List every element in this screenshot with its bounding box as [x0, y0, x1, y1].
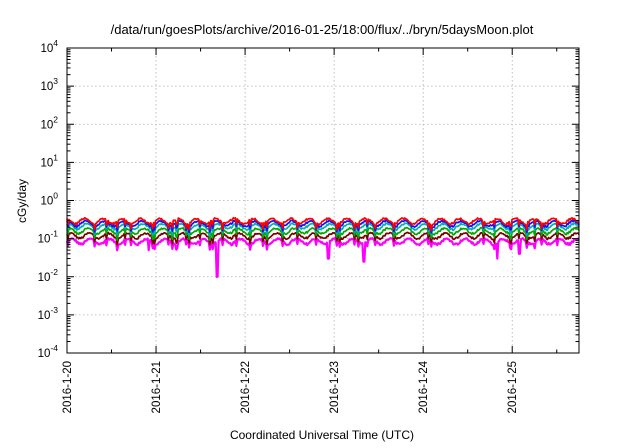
y-tick-base: 10 [40, 196, 53, 208]
y-tick-base: 10 [38, 272, 51, 284]
y-tick-base: 10 [40, 119, 53, 131]
y-tick-label: 10-4 [38, 343, 59, 360]
x-tick-label: 2016-1-21 [151, 361, 163, 413]
y-tick-label: 104 [40, 38, 58, 55]
y-tick-base: 10 [40, 81, 53, 93]
y-tick-label: 103 [40, 76, 58, 93]
series-line-3 [66, 222, 580, 237]
y-tick-exponent: 3 [53, 76, 58, 86]
series-line-2 [66, 226, 580, 242]
y-tick-base: 10 [38, 348, 51, 360]
y-tick-exponent: 1 [53, 152, 58, 162]
series-line-5 [66, 216, 580, 232]
x-axis: 2016-1-20 2016-1-21 2016-1-22 2016-1-23 2016… [62, 48, 558, 413]
x-tick-label: 2016-1-23 [329, 361, 341, 413]
x-axis-label: Coordinated Universal Time (UTC) [230, 428, 414, 442]
y-tick-base: 10 [38, 310, 51, 322]
y-axis-label: cGy/day [15, 179, 29, 223]
y-tick-base: 10 [40, 157, 53, 169]
y-tick-label: 10-3 [38, 305, 59, 322]
y-tick-exponent: -4 [50, 343, 58, 353]
x-tick-label: 2016-1-25 [507, 361, 519, 413]
series-line-1 [66, 231, 580, 246]
y-tick-exponent: 4 [53, 38, 58, 48]
x-tick-label: 2016-1-20 [62, 361, 74, 413]
plot-series [65, 216, 580, 278]
y-tick-exponent: 0 [53, 191, 58, 201]
y-tick-label: 10-1 [38, 229, 59, 246]
y-tick-exponent: 2 [53, 114, 58, 124]
y-tick-label: 101 [40, 152, 58, 169]
y-tick-base: 10 [38, 234, 51, 246]
y-tick-label: 10-2 [38, 267, 59, 284]
x-tick-label: 2016-1-22 [240, 361, 252, 413]
grid [67, 48, 579, 353]
series-line-0 [65, 237, 580, 278]
x-tick-label: 2016-1-24 [418, 360, 430, 413]
y-tick-exponent: -2 [50, 267, 58, 277]
y-tick-exponent: -3 [50, 305, 58, 315]
y-tick-base: 10 [40, 43, 53, 55]
y-tick-label: 100 [40, 191, 58, 208]
chart-title: /data/run/goesPlots/archive/2016-01-25/1… [111, 22, 534, 37]
y-tick-exponent: -1 [50, 229, 58, 239]
y-tick-label: 102 [40, 114, 58, 131]
series-line-4 [66, 219, 580, 234]
